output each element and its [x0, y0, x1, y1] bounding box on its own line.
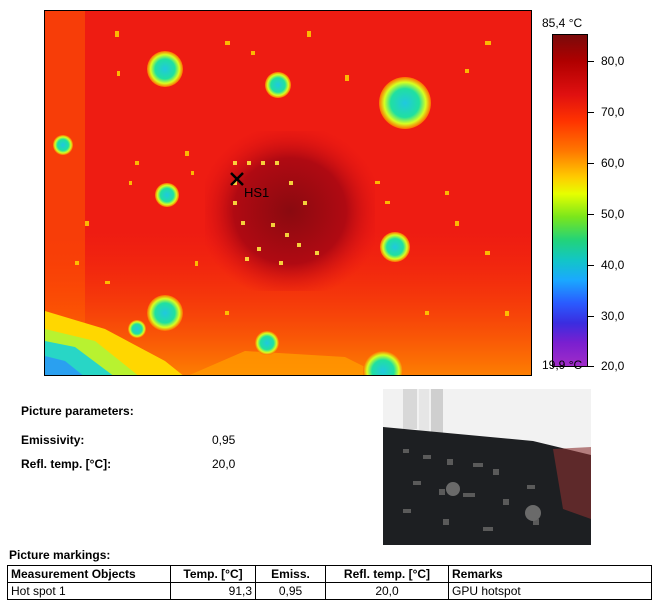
- scale-min-label: 19,9 °C: [542, 358, 583, 372]
- header-refl-temp: Refl. temp. [°C]: [325, 565, 449, 583]
- cell-object: Hot spot 1: [7, 582, 171, 600]
- thermal-image: HS1: [44, 10, 532, 376]
- refl-temp-label: Refl. temp. [°C]:: [21, 457, 112, 471]
- scale-tick-label: 60,0: [601, 156, 625, 170]
- emissivity-label: Emissivity:: [21, 433, 85, 447]
- scale-tick: [588, 61, 594, 62]
- scale-tick-label: 40,0: [601, 258, 625, 272]
- scale-tick-label: 70,0: [601, 105, 625, 119]
- cell-temp: 91,3: [170, 582, 256, 600]
- picture-parameters-title: Picture parameters:: [21, 404, 134, 418]
- scale-tick: [588, 214, 594, 215]
- emissivity-value: 0,95: [212, 433, 236, 447]
- header-emiss: Emiss.: [255, 565, 326, 583]
- scale-tick: [588, 366, 594, 367]
- scale-tick-label: 80,0: [601, 54, 625, 68]
- markings-table: Measurement Objects Temp. [°C] Emiss. Re…: [7, 565, 652, 600]
- cell-refl-temp: 20,0: [325, 582, 449, 600]
- scale-max-label: 85,4 °C: [542, 16, 583, 30]
- scale-tick: [588, 316, 594, 317]
- scale-tick-label: 20,0: [601, 359, 625, 373]
- color-scale-bar: [552, 34, 588, 367]
- picture-markings-title: Picture markings:: [9, 548, 111, 562]
- scale-tick-label: 50,0: [601, 207, 625, 221]
- table-row: Hot spot 1 91,3 0,95 20,0 GPU hotspot: [7, 582, 652, 600]
- scale-tick: [588, 112, 594, 113]
- scale-tick-label: 30,0: [601, 309, 625, 323]
- visual-photo: [383, 389, 591, 545]
- header-measurement-objects: Measurement Objects: [7, 565, 171, 583]
- header-temp: Temp. [°C]: [170, 565, 256, 583]
- header-remarks: Remarks: [448, 565, 652, 583]
- thermal-image-svg: HS1: [45, 11, 531, 375]
- cell-remarks: GPU hotspot: [448, 582, 652, 600]
- markings-header-row: Measurement Objects Temp. [°C] Emiss. Re…: [7, 565, 652, 583]
- cell-emiss: 0,95: [255, 582, 326, 600]
- hotspot-marker: HS1: [230, 172, 269, 200]
- scale-tick: [588, 265, 594, 266]
- refl-temp-value: 20,0: [212, 457, 236, 471]
- scale-tick: [588, 163, 594, 164]
- hotspot-label: HS1: [244, 185, 269, 200]
